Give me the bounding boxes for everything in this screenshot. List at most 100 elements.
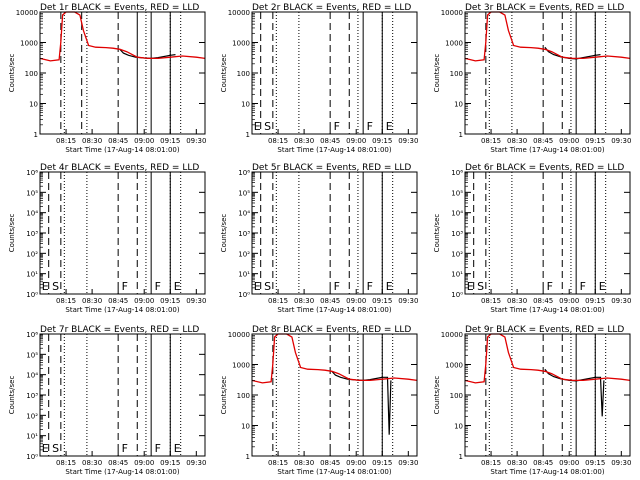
x-tick-label: 09:15	[372, 459, 392, 467]
y-tick-label: 10²	[26, 250, 38, 258]
x-tick-label: 08:15	[481, 459, 501, 467]
panel-title: Det 3r BLACK = Events, RED = LLD	[465, 3, 624, 13]
x-tick-label: 09:30	[611, 297, 631, 305]
y-tick-label: 10⁴	[26, 372, 38, 380]
x-axis-label: Start Time (17-Aug-14 08:01:00)	[65, 468, 179, 476]
y-tick-label: 10²	[26, 412, 38, 420]
y-tick-label: 10	[454, 423, 463, 431]
x-tick-label: 09:00	[134, 459, 154, 467]
y-tick-label: 10³	[451, 230, 463, 238]
y-axis-label: Counts/sec	[8, 214, 16, 253]
y-tick-label: 1000	[20, 40, 38, 48]
y-tick-label: 10⁵	[26, 189, 38, 197]
x-tick-label: 09:30	[186, 297, 206, 305]
y-axis-label: Counts/sec	[433, 376, 441, 415]
event-marker-label: S	[52, 442, 59, 455]
event-marker-label: F	[155, 280, 161, 293]
x-tick-label: 09:00	[134, 137, 154, 145]
panel-title: Det 6r BLACK = Events, RED = LLD	[465, 163, 624, 173]
x-tick-label: 08:15	[56, 297, 76, 305]
y-tick-label: 10	[241, 101, 250, 109]
y-tick-label: 10⁵	[238, 189, 250, 197]
y-tick-label: 10⁶	[26, 331, 38, 339]
x-tick-label: 09:30	[611, 137, 631, 145]
x-tick-label: 08:45	[108, 137, 128, 145]
x-tick-label: 08:30	[507, 297, 527, 305]
x-tick-label: 09:15	[372, 297, 392, 305]
event-marker-label: E	[386, 120, 393, 133]
x-axis-label: Start Time (17-Aug-14 08:01:00)	[277, 306, 391, 314]
x-tick-label: 09:00	[346, 459, 366, 467]
panel-title: Det 5r BLACK = Events, RED = LLD	[252, 163, 411, 173]
y-axis-label: Counts/sec	[8, 376, 16, 415]
panel-title: Det 7r BLACK = Events, RED = LLD	[40, 325, 199, 335]
event-marker-label: E	[42, 280, 49, 293]
x-tick-label: 08:30	[294, 137, 314, 145]
y-tick-label: 10⁰	[26, 453, 38, 461]
x-tick-label: 09:30	[186, 459, 206, 467]
x-tick-label: 09:00	[559, 297, 579, 305]
x-tick-label: 08:15	[481, 297, 501, 305]
panel-title: Det 4r BLACK = Events, RED = LLD	[40, 163, 199, 173]
x-tick-label: 08:30	[507, 459, 527, 467]
y-tick-label: 100	[237, 392, 250, 400]
y-tick-label: 10¹	[26, 433, 38, 441]
y-tick-label: 10²	[238, 250, 250, 258]
y-axis-label: Counts/sec	[433, 214, 441, 253]
y-tick-label: 10³	[26, 230, 38, 238]
x-axis-label: Start Time (17-Aug-14 08:01:00)	[277, 146, 391, 154]
event-marker-label: F	[334, 280, 340, 293]
panel-3: Det 3r BLACK = Events, RED = LLD 1 10 100 10…	[433, 3, 631, 154]
y-tick-label: 10000	[228, 9, 250, 17]
y-tick-label: 10⁰	[451, 291, 463, 299]
x-tick-label: 08:45	[320, 297, 340, 305]
event-marker-label: F	[122, 280, 128, 293]
y-tick-label: 10	[454, 101, 463, 109]
y-tick-label: 1	[246, 453, 250, 461]
y-tick-label: 1	[246, 131, 250, 139]
panel-title: Det 1r BLACK = Events, RED = LLD	[40, 3, 199, 13]
series-lld-line	[464, 333, 631, 384]
y-tick-label: 100	[450, 392, 463, 400]
y-tick-label: 100	[450, 70, 463, 78]
x-tick-label: 08:45	[320, 459, 340, 467]
x-tick-label: 09:00	[346, 297, 366, 305]
y-tick-label: 100	[25, 70, 38, 78]
y-tick-label: 10³	[26, 392, 38, 400]
y-tick-label: 10¹	[238, 271, 250, 279]
event-marker-label: E	[174, 280, 181, 293]
x-tick-label: 08:45	[320, 137, 340, 145]
event-marker-label: F	[155, 442, 161, 455]
panel-9: Det 9r BLACK = Events, RED = LLD 1 10 100 10…	[433, 325, 631, 476]
y-axis-label: Counts/sec	[8, 54, 16, 93]
y-tick-label: 1	[459, 131, 463, 139]
x-tick-label: 08:30	[82, 297, 102, 305]
x-tick-label: 09:30	[398, 459, 418, 467]
x-tick-label: 08:30	[294, 297, 314, 305]
x-tick-label: 08:30	[294, 459, 314, 467]
y-tick-label: 10¹	[451, 271, 463, 279]
y-axis-label: Counts/sec	[220, 54, 228, 93]
event-marker-label: E	[42, 442, 49, 455]
x-tick-label: 09:15	[160, 459, 180, 467]
y-tick-label: 10000	[228, 331, 250, 339]
x-tick-label: 09:15	[585, 137, 605, 145]
event-marker-label: F	[547, 280, 553, 293]
event-marker-label: S	[52, 280, 59, 293]
y-tick-label: 10³	[238, 230, 250, 238]
y-tick-label: 10	[241, 423, 250, 431]
x-tick-label: 08:45	[108, 297, 128, 305]
x-tick-label: 09:00	[559, 137, 579, 145]
x-tick-label: 08:15	[481, 137, 501, 145]
event-marker-label: E	[174, 442, 181, 455]
x-tick-label: 08:45	[533, 297, 553, 305]
panel-1: Det 1r BLACK = Events, RED = LLD 1 10 100 10…	[8, 3, 206, 154]
x-tick-label: 09:00	[134, 297, 154, 305]
x-axis-label: Start Time (17-Aug-14 08:01:00)	[277, 468, 391, 476]
event-marker-label: F	[367, 280, 373, 293]
y-tick-label: 10000	[441, 9, 463, 17]
